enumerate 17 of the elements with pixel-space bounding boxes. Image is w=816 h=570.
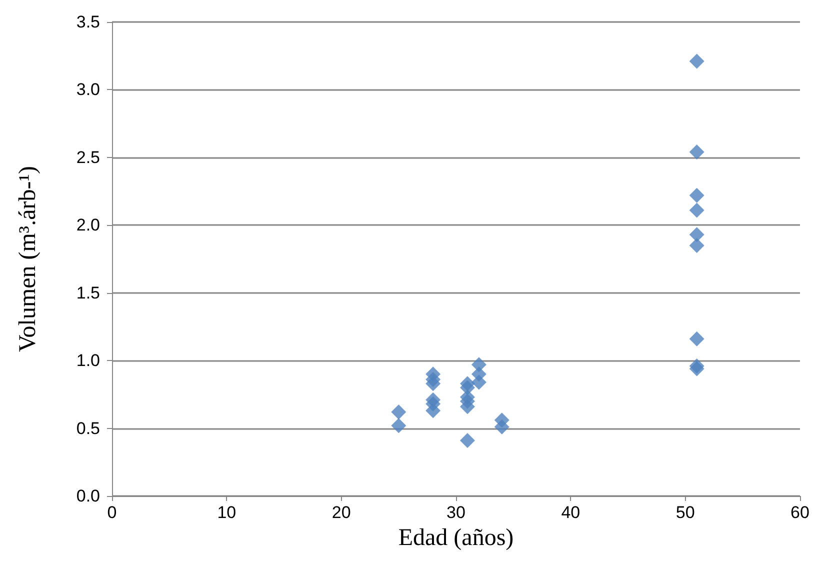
y-tick-label: 1.0 xyxy=(76,351,100,370)
y-tick-label: 1.5 xyxy=(76,283,100,302)
y-tick-label: 0.0 xyxy=(76,486,100,506)
y-tick-label: 0.5 xyxy=(76,418,100,438)
y-axis-title: Volumen (m³.árb-¹) xyxy=(15,166,41,352)
y-tick-label: 2.5 xyxy=(76,148,100,167)
x-tick-label: 30 xyxy=(446,503,466,522)
x-tick-label: 0 xyxy=(107,503,117,522)
y-tick-label: 3.5 xyxy=(76,12,100,32)
y-tick-label: 2.0 xyxy=(76,216,100,235)
x-tick-label: 20 xyxy=(332,503,351,522)
x-tick-label: 40 xyxy=(561,503,580,522)
y-tick-label: 3.0 xyxy=(76,80,100,100)
x-tick-label: 60 xyxy=(790,503,810,522)
x-tick-label: 50 xyxy=(676,503,695,522)
x-tick-label: 10 xyxy=(217,503,236,522)
x-axis-title: Edad (años) xyxy=(398,525,514,551)
